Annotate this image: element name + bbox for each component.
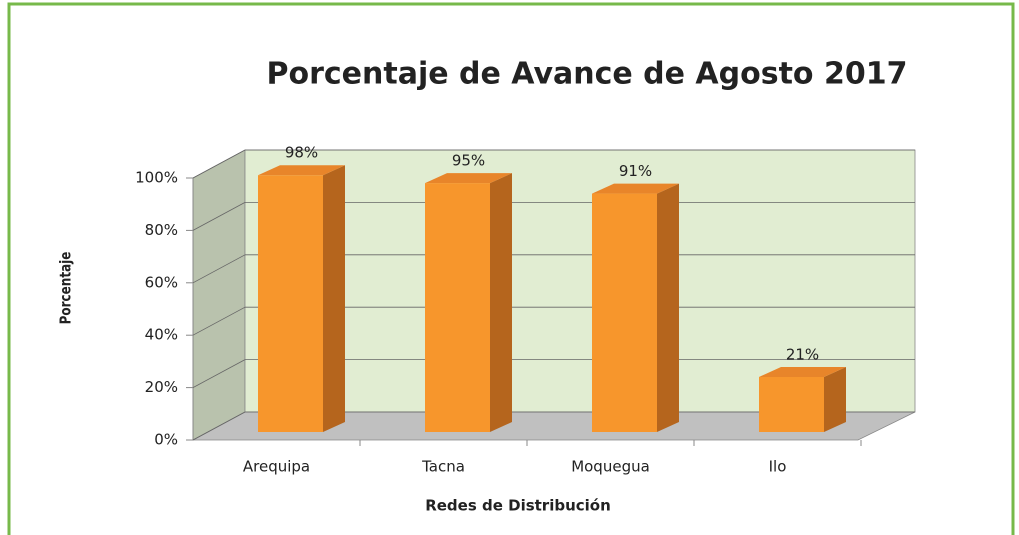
y-tick-label: 100%	[135, 169, 178, 187]
grid-line	[192, 411, 246, 441]
x-tick-label: Tacna	[421, 458, 465, 476]
side-wall	[192, 149, 246, 441]
bar	[258, 175, 323, 433]
y-tick-label: 80%	[145, 221, 178, 239]
bar-side	[490, 173, 512, 432]
bar	[759, 376, 824, 432]
value-label: 98%	[285, 144, 318, 162]
grid-line	[192, 359, 246, 388]
bar	[425, 183, 490, 432]
grid-line	[192, 149, 246, 179]
x-axis-label: Redes de Distribución	[425, 497, 611, 515]
bar-side	[824, 366, 846, 432]
x-tick-label: Arequipa	[243, 458, 310, 476]
grid-line	[192, 306, 246, 336]
value-label: 91%	[619, 162, 652, 180]
bar-top	[425, 173, 512, 184]
bar-side	[323, 165, 345, 433]
bar-side	[657, 183, 679, 432]
value-label: 95%	[452, 152, 485, 170]
frame	[7, 2, 1015, 535]
y-tick-label: 0%	[154, 431, 178, 449]
chart-title: Porcentaje de Avance de Agosto 2017	[266, 57, 907, 92]
x-tick-label: Moquegua	[571, 458, 650, 476]
y-tick-label: 20%	[145, 378, 178, 396]
x-tick-label: Ilo	[769, 458, 787, 476]
bar-top	[258, 165, 345, 176]
bar-top	[592, 183, 679, 194]
bar	[592, 193, 657, 432]
bar-top	[759, 366, 846, 377]
y-tick-label: 60%	[145, 273, 178, 291]
y-tick-label: 40%	[145, 326, 178, 344]
grid-line	[192, 202, 246, 231]
y-axis-label: Porcentaje	[57, 252, 75, 325]
grid-line	[192, 254, 246, 284]
value-label: 21%	[786, 345, 819, 363]
